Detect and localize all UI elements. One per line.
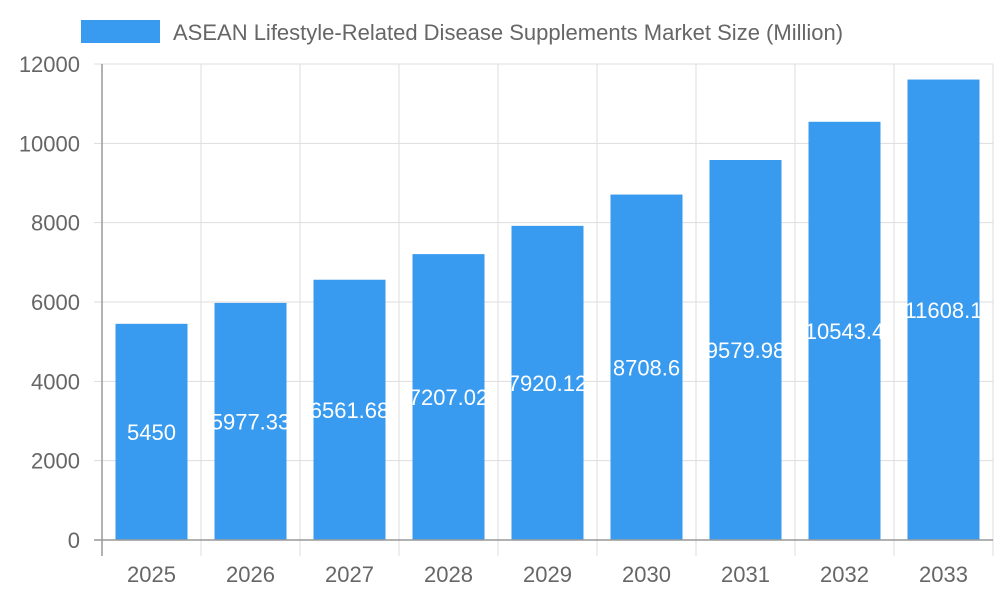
data-label: 11608.1 [905, 298, 983, 323]
bar-2027 [313, 279, 386, 540]
bar-2029 [511, 225, 584, 540]
y-tick-label: 6000 [31, 290, 80, 315]
bar-2031 [709, 159, 782, 540]
legend: ASEAN Lifestyle-Related Disease Suppleme… [81, 20, 843, 45]
x-tick-label: 2033 [919, 562, 968, 587]
bar-2026 [214, 302, 287, 540]
y-tick-label: 2000 [31, 449, 80, 474]
data-label: 8708.6 [613, 355, 680, 380]
bar-2032 [808, 121, 881, 540]
x-tick-label: 2030 [622, 562, 671, 587]
data-label: 6561.68 [310, 398, 390, 423]
bar-2025 [115, 323, 188, 540]
x-tick-label: 2025 [127, 562, 176, 587]
data-label: 5977.33 [211, 409, 291, 434]
data-label: 10543.4 [805, 319, 885, 344]
y-tick-label: 4000 [31, 369, 80, 394]
y-tick-label: 8000 [31, 211, 80, 236]
data-label: 7207.02 [409, 385, 489, 410]
bar-2033 [907, 79, 980, 541]
x-tick-label: 2032 [820, 562, 869, 587]
x-tick-label: 2029 [523, 562, 572, 587]
x-tick-label: 2028 [424, 562, 473, 587]
y-tick-label: 0 [68, 528, 80, 553]
x-tick-label: 2026 [226, 562, 275, 587]
legend-swatch [81, 20, 160, 43]
data-label: 7920.12 [508, 371, 588, 396]
x-tick-label: 2027 [325, 562, 374, 587]
data-label: 9579.98 [706, 338, 786, 363]
bar-2028 [412, 254, 485, 541]
x-tick-label: 2031 [721, 562, 770, 587]
data-label: 5450 [127, 420, 176, 445]
bar-2030 [610, 194, 683, 540]
legend-label: ASEAN Lifestyle-Related Disease Suppleme… [173, 20, 843, 45]
y-tick-label: 12000 [19, 52, 80, 77]
y-tick-label: 10000 [19, 131, 80, 156]
